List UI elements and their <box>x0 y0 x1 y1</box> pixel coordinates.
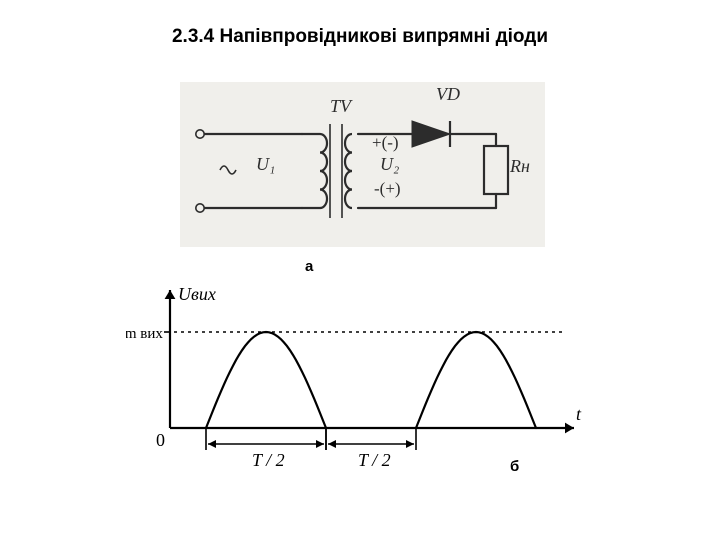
caption-a: а <box>305 258 313 275</box>
section-title: 2.3.4 Напівпровідникові випрямні діоди <box>0 26 720 48</box>
output-waveform-chart: T / 2 T / 2 Uвих Um вих 0 t <box>126 278 586 466</box>
svg-text:+(-): +(-) <box>372 133 399 152</box>
caption-b: б <box>510 458 519 475</box>
svg-text:VD: VD <box>436 84 460 104</box>
svg-text:Um вих: Um вих <box>126 326 163 342</box>
svg-text:U₂: U₂ <box>380 154 399 174</box>
svg-text:0: 0 <box>156 430 165 450</box>
svg-text:TV: TV <box>330 96 353 116</box>
rectifier-circuit-diagram: U₁ TV VD +(-) U₂ -(+) Rн <box>180 82 545 247</box>
svg-text:U₁: U₁ <box>256 154 275 174</box>
svg-text:-(+): -(+) <box>374 179 401 198</box>
svg-text:Uвих: Uвих <box>178 284 216 304</box>
svg-text:T / 2: T / 2 <box>358 450 391 466</box>
svg-text:Rн: Rн <box>509 156 530 176</box>
svg-text:t: t <box>576 404 582 424</box>
svg-text:T / 2: T / 2 <box>252 450 285 466</box>
